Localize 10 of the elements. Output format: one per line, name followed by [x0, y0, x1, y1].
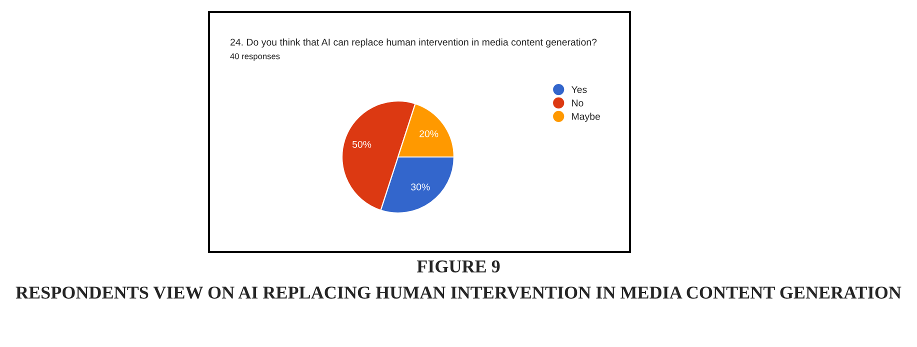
data-label: 20% [420, 130, 438, 138]
legend-label: Maybe [572, 112, 600, 122]
text: RESPONDENTS VIEW ON AI REPLACING HUMAN INTERVENTION IN MEDIA CONTENT GENERATION [16, 286, 902, 299]
legend-label: Yes [571, 86, 587, 94]
data-label: 30% [411, 184, 430, 190]
data-label: 50% [352, 140, 372, 148]
legend-label: No [572, 100, 584, 106]
caption: FIGURE 9 [416, 260, 500, 273]
text: 40 responses [230, 53, 280, 61]
chart-title: 24. Do you think that AI can replace human intervention in media content generation? [230, 38, 597, 48]
